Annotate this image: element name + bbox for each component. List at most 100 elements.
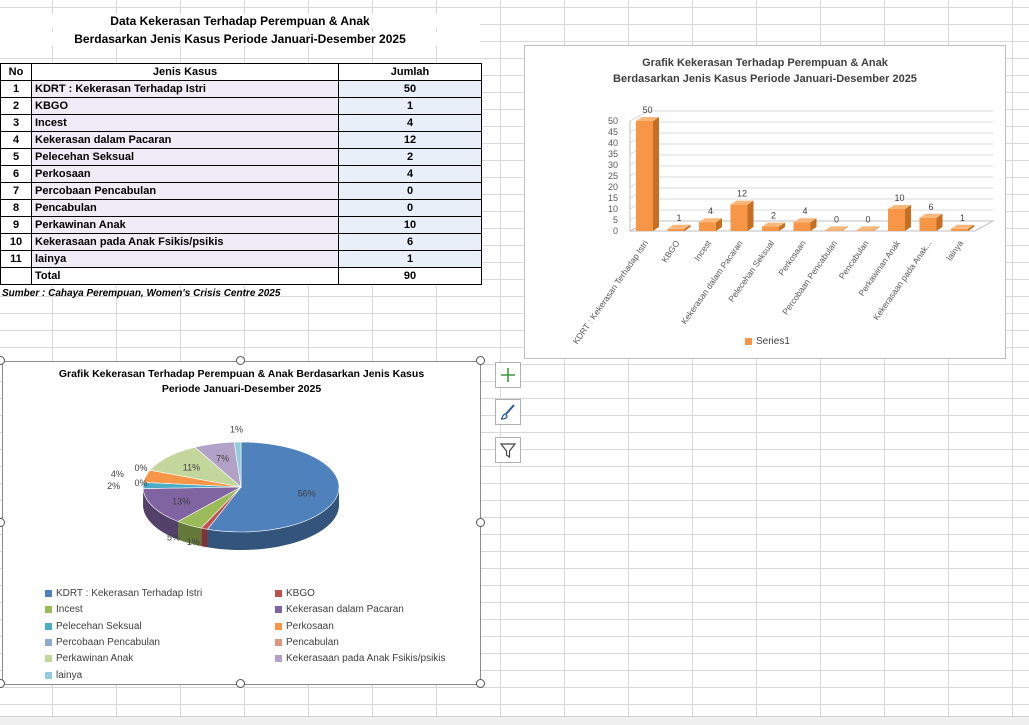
pie-legend-swatch — [45, 606, 52, 613]
cell-no[interactable]: 1 — [1, 81, 32, 98]
bar-ytick-label: 20 — [608, 182, 618, 192]
cell-jenis[interactable]: KDRT : Kekerasan Terhadap Istri — [32, 81, 339, 98]
bar-ytick-label: 45 — [608, 127, 618, 137]
bar-side — [653, 117, 659, 231]
cell-no[interactable]: 8 — [1, 200, 32, 217]
pie-percent-label: 2% — [107, 481, 120, 491]
cell-jumlah[interactable]: 1 — [339, 251, 482, 268]
bar-ytick-label: 10 — [608, 204, 618, 214]
chart-filters-button[interactable] — [495, 437, 521, 463]
cell-jumlah[interactable]: 10 — [339, 217, 482, 234]
cell-jumlah[interactable]: 0 — [339, 183, 482, 200]
bar-front — [825, 230, 842, 231]
bar-top — [825, 226, 848, 230]
resize-handle-br[interactable] — [476, 679, 485, 688]
pie-percent-label: 0% — [134, 478, 147, 488]
bar-ytick-label: 40 — [608, 138, 618, 148]
cell-jumlah[interactable]: 12 — [339, 132, 482, 149]
cell-jumlah[interactable]: 4 — [339, 115, 482, 132]
total-value[interactable]: 90 — [339, 268, 482, 285]
cell-jenis[interactable]: Incest — [32, 115, 339, 132]
bar-mark[interactable] — [731, 201, 754, 231]
cell-no[interactable]: 7 — [1, 183, 32, 200]
pie-legend-swatch — [45, 655, 52, 662]
resize-handle-tr[interactable] — [476, 356, 485, 365]
pie-legend-label: Perkawinan Anak — [56, 653, 133, 664]
bar-mark[interactable] — [668, 225, 691, 231]
cell-jumlah[interactable]: 4 — [339, 166, 482, 183]
bar-mark[interactable] — [794, 218, 817, 231]
header-jenis[interactable]: Jenis Kasus — [32, 64, 339, 81]
cell-jenis[interactable]: lainya — [32, 251, 339, 268]
bar-mark[interactable] — [888, 205, 911, 231]
bar-front — [762, 227, 779, 231]
cell-jenis[interactable]: KBGO — [32, 98, 339, 115]
total-label[interactable]: Total — [32, 268, 339, 285]
cell-jenis[interactable]: Pencabulan — [32, 200, 339, 217]
cell-jenis[interactable]: Perkawinan Anak — [32, 217, 339, 234]
pie-chart[interactable]: Grafik Kekerasan Terhadap Perempuan & An… — [2, 361, 481, 685]
bar-mark[interactable] — [825, 226, 848, 231]
pie-legend-label: Perkosaan — [286, 621, 334, 632]
cell-jenis[interactable]: Pelecehan Seksual — [32, 149, 339, 166]
cell-no[interactable]: 2 — [1, 98, 32, 115]
pie-percent-label: 7% — [216, 454, 229, 464]
cell-no[interactable]: 4 — [1, 132, 32, 149]
cell-no[interactable]: 9 — [1, 217, 32, 234]
pie-legend-item: Perkosaan — [275, 621, 334, 632]
resize-handle-mr[interactable] — [476, 518, 485, 527]
bar-mark[interactable] — [636, 117, 659, 231]
pie-percent-label: 4% — [111, 469, 124, 479]
bar-mark[interactable] — [951, 225, 974, 231]
bar-top — [857, 226, 880, 230]
chart-styles-button[interactable] — [495, 399, 521, 425]
bar-front — [794, 222, 811, 231]
cell-jumlah[interactable]: 6 — [339, 234, 482, 251]
pie-legend-item: Kekerasan dalam Pacaran — [275, 604, 404, 615]
cell-jumlah[interactable]: 50 — [339, 81, 482, 98]
resize-handle-tc[interactable] — [236, 356, 245, 365]
header-jumlah[interactable]: Jumlah — [339, 64, 482, 81]
cell-jumlah[interactable]: 1 — [339, 98, 482, 115]
cell-jenis[interactable]: Perkosaan — [32, 166, 339, 183]
bar-category-label: Percobaan Pencabulan — [780, 238, 839, 316]
bar-legend-label: Series1 — [756, 336, 790, 347]
header-no[interactable]: No — [1, 64, 32, 81]
cell-jumlah[interactable]: 0 — [339, 200, 482, 217]
pie-legend-label: Kekerasan dalam Pacaran — [286, 604, 404, 615]
bar-mark[interactable] — [857, 226, 880, 231]
pie-legend-swatch — [275, 590, 282, 597]
cell-jumlah[interactable]: 2 — [339, 149, 482, 166]
cell-no[interactable]: 10 — [1, 234, 32, 251]
cell-jenis[interactable]: Kekerasaan pada Anak Fsikis/psikis — [32, 234, 339, 251]
bar-data-label: 10 — [894, 193, 904, 203]
bar-ytick-label: 5 — [613, 215, 618, 225]
chart-elements-button[interactable] — [495, 362, 521, 388]
cell-no[interactable]: 11 — [1, 251, 32, 268]
bar-front — [699, 222, 716, 231]
pie-legend-label: Incest — [56, 604, 83, 615]
bar-chart[interactable]: Grafik Kekerasan Terhadap Perempuan & An… — [524, 45, 1006, 359]
bar-mark[interactable] — [699, 218, 722, 231]
cell-jenis[interactable]: Kekerasan dalam Pacaran — [32, 132, 339, 149]
cell-jenis[interactable]: Percobaan Pencabulan — [32, 183, 339, 200]
filter-icon — [499, 441, 517, 459]
cell-no[interactable]: 5 — [1, 149, 32, 166]
pie-legend-item: Incest — [45, 604, 83, 615]
bar-front — [668, 229, 685, 231]
bar-category-label: lainya — [944, 238, 965, 262]
cell-no[interactable]: 6 — [1, 166, 32, 183]
bar-legend-swatch — [745, 338, 752, 345]
bar-mark[interactable] — [920, 214, 943, 231]
resize-handle-bc[interactable] — [236, 679, 245, 688]
cell-no[interactable]: 3 — [1, 115, 32, 132]
cell-no[interactable] — [1, 268, 32, 285]
pie-percent-label: 11% — [183, 463, 200, 473]
bar-mark[interactable] — [762, 223, 785, 231]
